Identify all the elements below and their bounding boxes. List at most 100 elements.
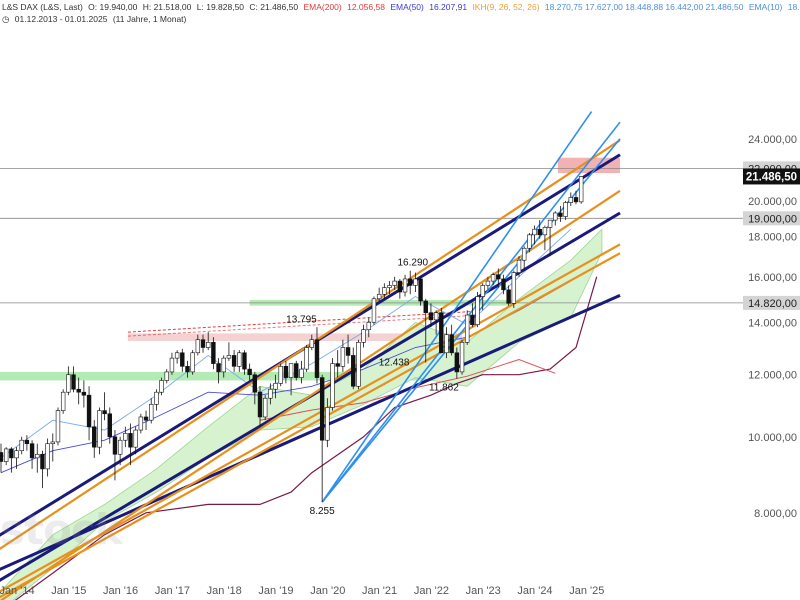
y-axis: 6.000,008.000,0010.000,0012.000,0014.000… (748, 134, 797, 520)
candle-body-49 (247, 368, 252, 376)
y-tick-label-6: 18.000,00 (748, 232, 797, 244)
legend-instrument: L&S DAX (L&S, Last) (2, 2, 83, 12)
legend-ema200-label[interactable]: EMA(200) (303, 2, 342, 12)
candle-body-5 (19, 439, 24, 451)
legend-open: O: 19.940,00 (88, 2, 138, 12)
candle-body-95 (485, 280, 491, 286)
y-tick-label-1: 8.000,00 (754, 508, 797, 520)
candle-body-102 (521, 247, 527, 261)
candle-body-96 (490, 274, 496, 282)
candle-body-89 (454, 352, 460, 373)
candle-body-10 (45, 443, 50, 470)
x-tick-label-3: Jan '17 (155, 585, 190, 597)
candle-body-90 (459, 341, 465, 373)
candle-body-48 (242, 352, 247, 370)
candle-body-9 (40, 453, 45, 470)
candle-body-52 (262, 397, 268, 418)
trendline-orange-5 (0, 252, 621, 599)
y-tick-label-5: 16.000,00 (748, 272, 797, 284)
price-tag-label-3: 14.820,00 (748, 298, 797, 310)
x-tick-label-11: Jan '25 (569, 585, 604, 597)
candle-body-31 (154, 391, 159, 405)
candle-body-74 (376, 293, 382, 300)
y-tick-label-9: 24.000,00 (748, 134, 797, 146)
candle-body-72 (366, 321, 371, 330)
candle-body-35 (174, 352, 180, 359)
candle-body-29 (143, 416, 149, 421)
candle-body-51 (257, 391, 263, 418)
annotations-layer: 16.290 13.795 12.438 11.862 8.255 (286, 258, 459, 517)
dashed-line-0-b (127, 314, 473, 337)
legend-close: C: 21.486,50 (249, 2, 299, 12)
candle-body-7 (29, 443, 35, 459)
candle-body-105 (537, 228, 542, 236)
legend-ema10-label[interactable]: EMA(10) (748, 2, 783, 12)
candle-body-66 (335, 363, 340, 367)
candle-body-98 (501, 278, 506, 291)
ichimoku-cloud (0, 228, 603, 600)
trendline-lightblue-7 (321, 111, 593, 503)
candle-body-19 (92, 426, 97, 448)
candle-body-108 (553, 212, 558, 221)
candle-body-8 (35, 453, 40, 459)
legend-period: (11 Jahre, 1 Monat) (112, 14, 187, 24)
legend-range: 01.12.2013 - 01.01.2025 (14, 14, 108, 24)
price-tag-label-1: 21.486,50 (746, 171, 797, 183)
candle-body-36 (180, 352, 185, 367)
y-tick-label-4: 14.000,00 (748, 317, 797, 329)
price-tag-bg-3 (743, 295, 800, 310)
candle-body-79 (402, 278, 408, 293)
candle-body-24 (117, 439, 123, 455)
candle-body-70 (356, 341, 361, 387)
annotation-label-0: 16.290 (398, 258, 429, 269)
candle-body-111 (568, 197, 574, 203)
candle-body-76 (387, 285, 392, 288)
candle-body-47 (237, 352, 242, 367)
trendline-orange-3 (0, 139, 621, 550)
candle-body-65 (330, 363, 335, 408)
candle-body-53 (268, 388, 273, 399)
legend-ema10-value: 18.280,29 (787, 2, 800, 12)
trendline-navy-2 (0, 294, 621, 571)
candle-body-104 (532, 228, 537, 236)
ichimoku-cloud-layer (0, 228, 603, 600)
candle-body-103 (527, 234, 532, 249)
y-tick-label-3: 12.000,00 (748, 370, 797, 382)
candle-body-69 (351, 355, 356, 387)
candle-body-106 (542, 227, 548, 236)
price-tag-label-2: 19.000,00 (748, 213, 797, 225)
candle-body-56 (283, 366, 289, 378)
annotation-label-4: 8.255 (310, 506, 335, 517)
y-tick-label-2: 10.000,00 (748, 432, 797, 444)
candle-body-50 (252, 374, 258, 393)
candle-body-97 (496, 274, 501, 280)
candle-body-12 (55, 410, 61, 443)
watermark: stock (0, 505, 123, 554)
candle-body-107 (547, 219, 553, 228)
candle-body-64 (325, 407, 330, 441)
x-tick-label-2: Jan '16 (103, 585, 138, 597)
annotation-label-3: 11.862 (429, 383, 459, 394)
zone-green-0 (0, 371, 473, 381)
candle-body-21 (102, 410, 107, 415)
dashed-line-0 (127, 310, 473, 333)
candle-body-40 (200, 339, 206, 348)
legend-ikh-label[interactable]: IKH(9, 26, 52, 26) (472, 2, 540, 12)
candle-body-82 (418, 278, 423, 302)
x-tick-label-1: Jan '15 (51, 585, 86, 597)
candle-body-45 (226, 355, 232, 359)
candle-body-110 (563, 202, 568, 217)
legend-ema200-value: 12.056,58 (347, 2, 385, 12)
x-axis: Jan '14 Jan '15 Jan '16 Jan '17 Jan '18 Jan '… (0, 585, 604, 597)
candle-body-33 (164, 371, 169, 381)
x-tick-label-4: Jan '18 (207, 585, 242, 597)
legend-ema50-label[interactable]: EMA(50) (390, 2, 424, 12)
candle-body-57 (288, 363, 294, 378)
candle-body-84 (428, 312, 434, 321)
candle-body-14 (66, 374, 71, 393)
candle-body-41 (206, 341, 211, 348)
candle-body-27 (133, 429, 138, 448)
candle-body-39 (195, 339, 201, 354)
